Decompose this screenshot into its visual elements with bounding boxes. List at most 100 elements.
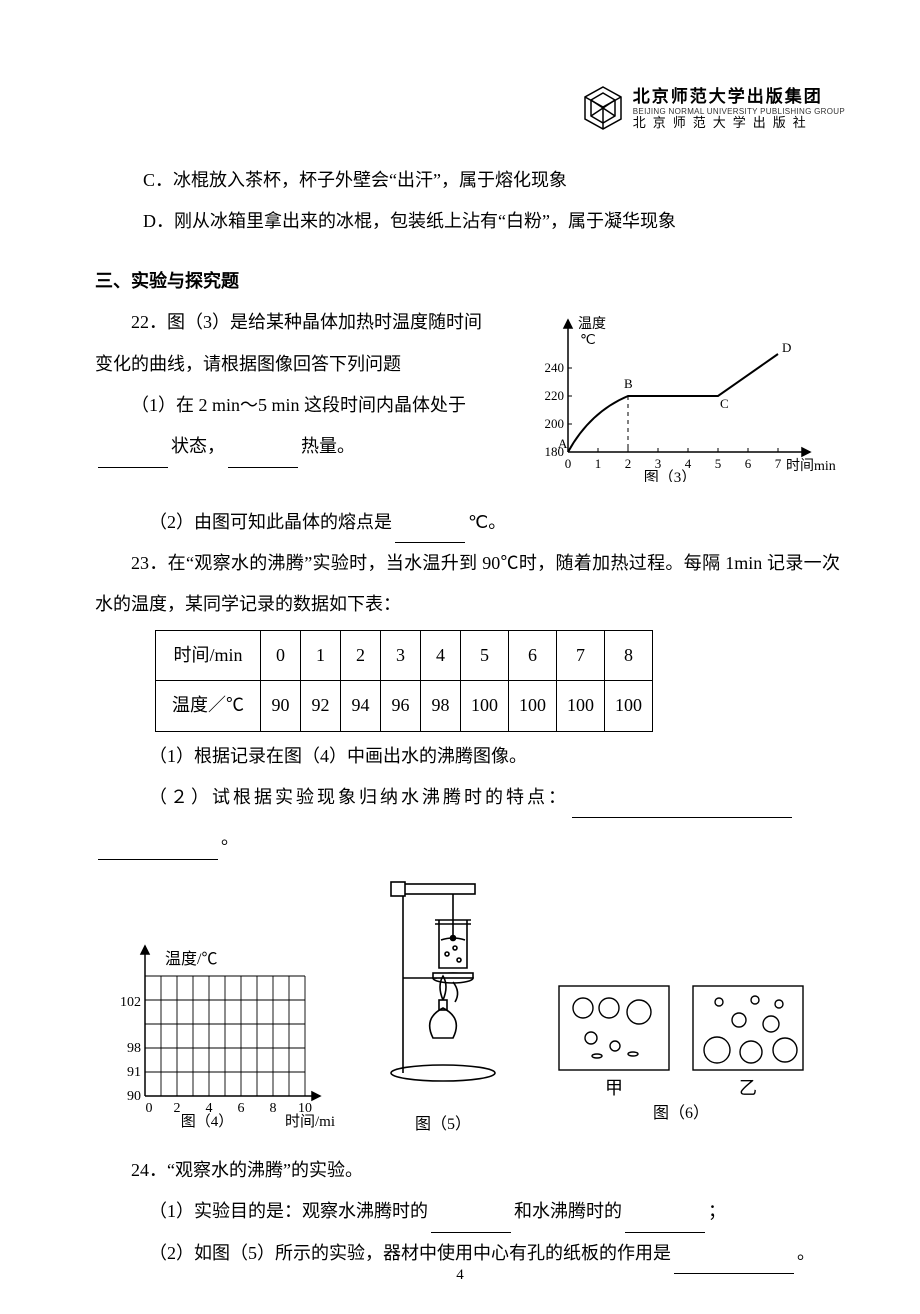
- q23-sub2-pre: （２）试根据实验现象归纳水沸腾时的特点：: [149, 787, 569, 807]
- svg-text:98: 98: [127, 1041, 141, 1056]
- chart-3-svg: 0 1 2 3 4 5 6 7: [520, 302, 840, 482]
- cell: 时间/min: [156, 630, 261, 680]
- q24-sub1: （1）实验目的是：观察水沸腾时的 和水沸腾时的 ；: [95, 1191, 840, 1232]
- cell: 4: [421, 630, 461, 680]
- svg-text:温度: 温度: [578, 316, 606, 332]
- svg-text:0: 0: [146, 1101, 153, 1116]
- blank-meltpoint[interactable]: [395, 521, 465, 543]
- svg-text:时间min: 时间min: [786, 458, 836, 474]
- svg-text:8: 8: [270, 1101, 277, 1116]
- cell: 92: [301, 681, 341, 731]
- svg-text:6: 6: [238, 1101, 245, 1116]
- section-3-heading: 三、实验与探究题: [95, 261, 840, 302]
- brand-sub: 北京师范大学出版社: [633, 116, 845, 131]
- main-content: C．冰棍放入茶杯，杯子外壁会“出汗”，属于熔化现象 D．刚从冰箱里拿出来的冰棍，…: [95, 160, 840, 1274]
- q22-sub2: （2）由图可知此晶体的熔点是 ℃。: [95, 502, 840, 543]
- cell: 0: [261, 630, 301, 680]
- svg-text:102: 102: [120, 995, 141, 1010]
- cell: 94: [341, 681, 381, 731]
- svg-text:3: 3: [655, 456, 662, 471]
- q23-sub1: （1）根据记录在图（4）中画出水的沸腾图像。: [95, 736, 840, 777]
- svg-text:时间/min: 时间/min: [285, 1113, 335, 1128]
- figure-5: 图（5）: [363, 868, 523, 1144]
- svg-text:B: B: [624, 376, 633, 391]
- cell: 3: [381, 630, 421, 680]
- q24-sub2-end: 。: [797, 1243, 815, 1263]
- svg-text:240: 240: [545, 360, 565, 375]
- svg-text:200: 200: [545, 416, 565, 431]
- chart-4-svg: 90 91 98 102 0 2 4 6 8 10 温度/℃ 时间/min: [95, 928, 335, 1128]
- q24-sub1-pre: （1）实验目的是：观察水沸腾时的: [149, 1201, 428, 1221]
- svg-text:220: 220: [545, 388, 565, 403]
- q23-sub2: （２）试根据实验现象归纳水沸腾时的特点：: [95, 777, 840, 818]
- cell: 温度／℃: [156, 681, 261, 731]
- q24-sub1-mid: 和水沸腾时的: [514, 1201, 622, 1221]
- figure-3: 0 1 2 3 4 5 6 7: [520, 302, 840, 497]
- cell: 6: [509, 630, 557, 680]
- blank-heat[interactable]: [228, 446, 298, 468]
- q22-sub2-post: ℃。: [468, 512, 506, 532]
- q22-tail2: 热量。: [301, 436, 355, 456]
- svg-text:2: 2: [625, 456, 632, 471]
- svg-text:2: 2: [174, 1101, 181, 1116]
- q24-sub2-pre: （2）如图（5）所示的实验，器材中使用中心有孔的纸板的作用是: [149, 1243, 671, 1263]
- fig5-caption: 图（5）: [363, 1107, 523, 1144]
- svg-text:0: 0: [565, 456, 572, 471]
- q24-intro: 24．“观察水的沸腾”的实验。: [95, 1150, 840, 1191]
- svg-text:5: 5: [715, 456, 722, 471]
- q22-tail1: 状态，: [171, 436, 225, 456]
- apparatus-svg: [363, 868, 523, 1088]
- svg-text:4: 4: [685, 456, 692, 471]
- figures-row: 90 91 98 102 0 2 4 6 8 10 温度/℃ 时间/min: [95, 868, 840, 1144]
- blank-24-1b[interactable]: [625, 1211, 705, 1233]
- blank-state[interactable]: [98, 446, 168, 468]
- page: 北京师范大学出版集团 BEIJING NORMAL UNIVERSITY PUB…: [0, 0, 920, 1314]
- svg-text:图（3）: 图（3）: [644, 469, 697, 482]
- svg-text:91: 91: [127, 1065, 141, 1080]
- cell: 8: [605, 630, 653, 680]
- brand-main: 北京师范大学出版集团: [633, 87, 845, 107]
- svg-text:1: 1: [595, 456, 602, 471]
- fig6-caption: 图（6）: [653, 1104, 709, 1122]
- svg-text:6: 6: [745, 456, 752, 471]
- blank-characteristic[interactable]: [572, 797, 792, 819]
- svg-text:图（4）: 图（4）: [181, 1113, 234, 1128]
- svg-text:90: 90: [127, 1089, 141, 1104]
- cell: 96: [381, 681, 421, 731]
- svg-text:℃: ℃: [580, 333, 596, 348]
- blank-characteristic-cont[interactable]: [98, 838, 218, 860]
- cell: 100: [605, 681, 653, 731]
- figure-6: 甲 乙 图（6）: [551, 978, 811, 1143]
- publisher-logo: 北京师范大学出版集团 BEIJING NORMAL UNIVERSITY PUB…: [581, 85, 845, 133]
- svg-text:7: 7: [775, 456, 782, 471]
- table-row: 温度／℃ 90 92 94 96 98 100 100 100 100: [156, 681, 653, 731]
- q22-sub2-pre: （2）由图可知此晶体的熔点是: [149, 512, 392, 532]
- logo-icon: [581, 85, 625, 133]
- svg-text:D: D: [782, 340, 791, 355]
- q24-sub1-end: ；: [708, 1201, 726, 1221]
- cell: 1: [301, 630, 341, 680]
- q23-intro: 23．在“观察水的沸腾”实验时，当水温升到 90℃时，随着加热过程。每隔 1mi…: [95, 543, 840, 626]
- q23-sub2-end: 。: [221, 828, 239, 848]
- cell: 5: [461, 630, 509, 680]
- svg-text:C: C: [720, 396, 729, 411]
- cell: 100: [557, 681, 605, 731]
- cell: 100: [461, 681, 509, 731]
- cell: 7: [557, 630, 605, 680]
- cell: 90: [261, 681, 301, 731]
- figure-4: 90 91 98 102 0 2 4 6 8 10 温度/℃ 时间/min: [95, 928, 335, 1143]
- q23-sub2-line2: 。: [95, 818, 840, 859]
- fig6-left-label: 甲: [605, 1078, 623, 1098]
- table-row: 时间/min 0 1 2 3 4 5 6 7 8: [156, 630, 653, 680]
- cell: 100: [509, 681, 557, 731]
- svg-text:A: A: [558, 436, 568, 451]
- cell: 98: [421, 681, 461, 731]
- page-number: 4: [0, 1267, 920, 1284]
- fig6-right-label: 乙: [739, 1078, 757, 1098]
- fig6-svg: 甲 乙 图（6）: [551, 978, 811, 1128]
- cell: 2: [341, 630, 381, 680]
- blank-24-1a[interactable]: [431, 1211, 511, 1233]
- q23-table: 时间/min 0 1 2 3 4 5 6 7 8 温度／℃ 90 92 94 9…: [155, 630, 653, 732]
- svg-text:温度/℃: 温度/℃: [165, 950, 217, 968]
- option-d: D．刚从冰箱里拿出来的冰棍，包装纸上沾有“白粉”，属于凝华现象: [143, 201, 840, 242]
